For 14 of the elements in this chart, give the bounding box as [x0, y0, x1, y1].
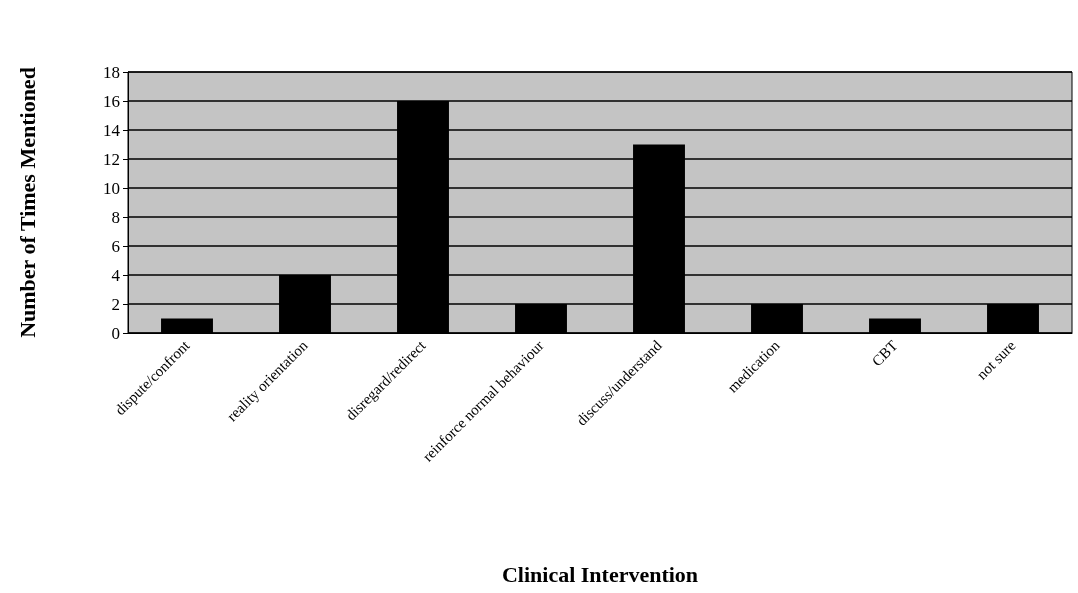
y-tick-label: 6	[111, 236, 120, 256]
y-tick-label: 2	[111, 294, 120, 314]
y-tick-label: 8	[111, 207, 120, 227]
y-tick-label: 18	[103, 62, 120, 82]
y-axis-title: Number of Times Mentioned	[14, 67, 40, 338]
y-tick-label: 4	[111, 265, 121, 285]
y-tick-label: 0	[111, 323, 120, 343]
y-tick-label: 10	[103, 178, 120, 198]
x-tick-label: CBT	[868, 337, 901, 370]
y-tick-label: 16	[103, 91, 120, 111]
x-tick-label: not sure	[973, 337, 1019, 383]
y-tick-label: 14	[103, 120, 121, 140]
x-axis-title: Clinical Intervention	[501, 561, 699, 587]
y-tick-label: 12	[103, 149, 120, 169]
